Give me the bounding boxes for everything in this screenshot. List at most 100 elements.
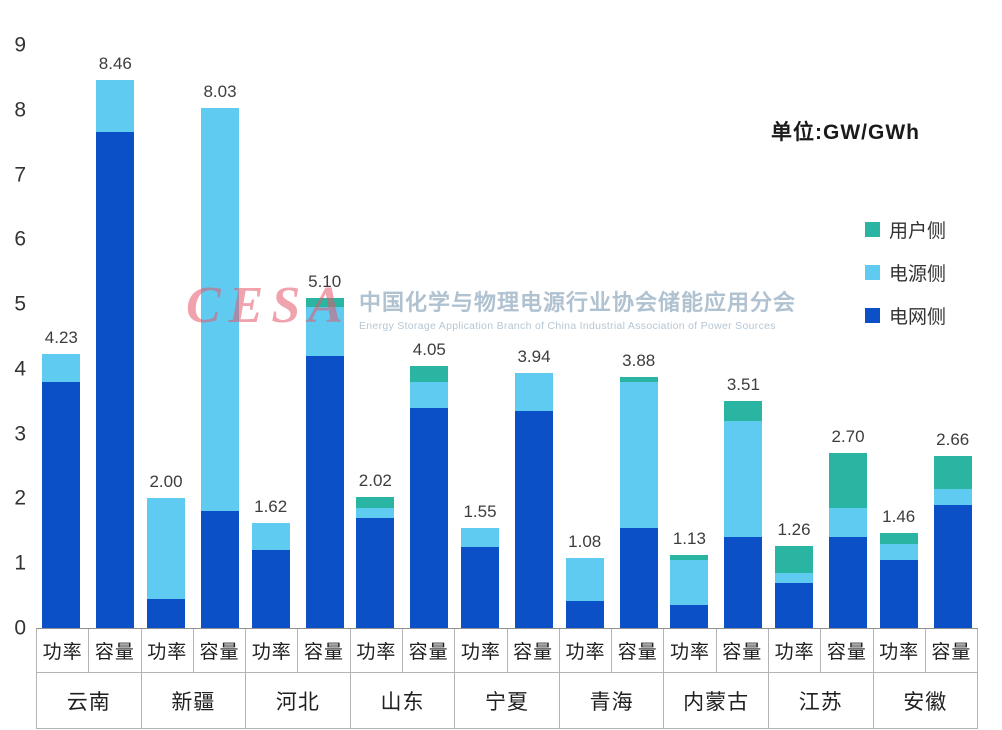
unit-label: 单位:GW/GWh <box>771 121 920 144</box>
bar-segment-电网侧 <box>42 381 81 628</box>
x-axis-province-label: 江苏 <box>769 673 874 728</box>
x-axis-kind-label: 容量 <box>403 629 456 672</box>
legend-label: 电网侧 <box>888 307 946 328</box>
y-tick-label: 8 <box>14 98 26 122</box>
bar-segment-用户侧 <box>829 453 868 509</box>
bar-segment-电网侧 <box>356 517 395 628</box>
bar-group: 2.00 8.03 <box>141 45 246 628</box>
bar-group: 1.08 3.88 <box>559 45 664 628</box>
bar-segment-电源侧 <box>147 498 185 599</box>
x-axis-kind-label: 容量 <box>298 629 351 672</box>
x-axis-province-label: 内蒙古 <box>664 673 769 728</box>
x-axis-province-label: 宁夏 <box>455 673 560 728</box>
bar-segment-电网侧 <box>933 504 972 628</box>
bar-segment-用户侧 <box>775 546 814 573</box>
x-axis-kind-label: 功率 <box>874 629 926 672</box>
stacked-bar: 1.55 <box>461 502 500 628</box>
y-tick-label: 1 <box>14 551 26 575</box>
stacked-bar: 1.08 <box>565 532 604 628</box>
x-axis-kind-label: 容量 <box>612 629 665 672</box>
x-axis-kind-label: 容量 <box>926 629 979 672</box>
bar-segment-电网侧 <box>201 511 239 628</box>
stacked-bar: 2.70 <box>829 427 868 628</box>
y-tick-label: 3 <box>14 422 26 446</box>
bar-segment-用户侧 <box>879 533 918 544</box>
bar-segment-电源侧 <box>829 508 868 538</box>
stacked-bar: 2.00 <box>147 472 185 628</box>
bar-segment-电网侧 <box>879 559 918 628</box>
bar-segment-电源侧 <box>96 79 135 133</box>
y-tick-label: 4 <box>14 357 26 381</box>
stacked-bar: 1.26 <box>775 520 814 628</box>
bar-segment-电网侧 <box>829 537 868 628</box>
stacked-bar: 1.62 <box>251 497 290 628</box>
bar-segment-电网侧 <box>147 598 185 628</box>
bar-group: 1.13 3.51 <box>664 45 769 628</box>
bar-total-label: 4.23 <box>44 328 78 348</box>
x-axis-province-label: 新疆 <box>142 673 247 728</box>
bar-segment-电网侧 <box>461 547 500 628</box>
x-axis-kind-label: 功率 <box>351 629 403 672</box>
stacked-bar: 8.03 <box>201 82 239 628</box>
bar-segment-电网侧 <box>410 407 449 628</box>
bar-total-label: 1.26 <box>777 520 811 540</box>
y-tick-label: 6 <box>14 227 26 251</box>
y-tick-label: 2 <box>14 486 26 510</box>
bar-segment-用户侧 <box>410 365 449 382</box>
y-axis: 0 1 2 3 4 5 6 7 8 9 <box>0 35 30 639</box>
bar-group: 1.26 2.70 <box>769 45 874 628</box>
bar-segment-电源侧 <box>670 559 709 606</box>
bar-segment-电源侧 <box>251 523 290 551</box>
x-axis-province-label: 云南 <box>37 673 142 728</box>
x-axis-kind-label: 功率 <box>769 629 822 672</box>
bar-segment-电源侧 <box>933 488 972 505</box>
legend-label: 电源侧 <box>888 264 946 285</box>
stacked-bar: 1.13 <box>670 529 709 628</box>
x-axis-province-label: 安徽 <box>874 673 979 728</box>
legend: 用户侧 电源侧 电网侧 <box>864 216 946 329</box>
bar-segment-用户侧 <box>670 554 709 560</box>
bar-group: 1.46 2.66 <box>873 45 978 628</box>
stacked-bar: 3.94 <box>515 347 554 628</box>
bar-total-label: 8.03 <box>203 81 237 101</box>
x-axis-kind-label: 容量 <box>508 629 560 672</box>
bar-total-label: 3.51 <box>726 374 760 394</box>
bar-segment-电网侧 <box>96 132 135 628</box>
stacked-bar: 4.05 <box>410 340 449 628</box>
bar-segment-电源侧 <box>410 381 449 408</box>
stacked-bar: 8.46 <box>96 54 135 628</box>
bar-segment-电源侧 <box>201 107 239 512</box>
stacked-bar: 5.10 <box>305 272 344 628</box>
y-tick-label: 5 <box>14 292 26 316</box>
bar-segment-电源侧 <box>775 572 814 583</box>
bar-segment-电源侧 <box>619 381 658 528</box>
x-axis-kind-label: 功率 <box>37 629 90 672</box>
bar-total-label: 4.05 <box>412 339 446 359</box>
bar-total-label: 1.08 <box>568 532 602 552</box>
bar-segment-用户侧 <box>356 497 395 509</box>
stacked-bar: 3.51 <box>724 375 763 628</box>
bar-segment-电网侧 <box>515 411 554 628</box>
bar-total-label: 1.62 <box>254 497 288 517</box>
bar-segment-电源侧 <box>724 420 763 538</box>
bar-total-label: 1.46 <box>882 507 916 527</box>
bar-total-label: 2.00 <box>149 472 183 492</box>
bar-segment-用户侧 <box>724 400 763 421</box>
bar-segment-电源侧 <box>305 307 344 356</box>
bar-segment-用户侧 <box>619 376 658 382</box>
bar-segment-电源侧 <box>879 543 918 560</box>
bar-total-label: 8.46 <box>98 53 132 73</box>
plot-area: 4.23 8.46 2.00 8.03 1.62 5.10 2.02 4.05 1.55 3.94… <box>36 45 978 628</box>
legend-swatch-icon <box>864 308 880 323</box>
x-axis-kind-label: 功率 <box>246 629 299 672</box>
x-axis-kind-label: 功率 <box>664 629 717 672</box>
x-axis-province-label: 青海 <box>560 673 665 728</box>
legend-item: 电源侧 <box>864 259 946 286</box>
y-tick-label: 0 <box>14 616 26 640</box>
x-axis-kind-label: 功率 <box>142 629 194 672</box>
stacked-bar: 4.23 <box>42 328 81 628</box>
bar-segment-电网侧 <box>565 600 604 628</box>
bar-group: 2.02 4.05 <box>350 45 455 628</box>
bar-total-label: 1.13 <box>672 528 706 548</box>
bar-total-label: 1.55 <box>463 501 497 521</box>
